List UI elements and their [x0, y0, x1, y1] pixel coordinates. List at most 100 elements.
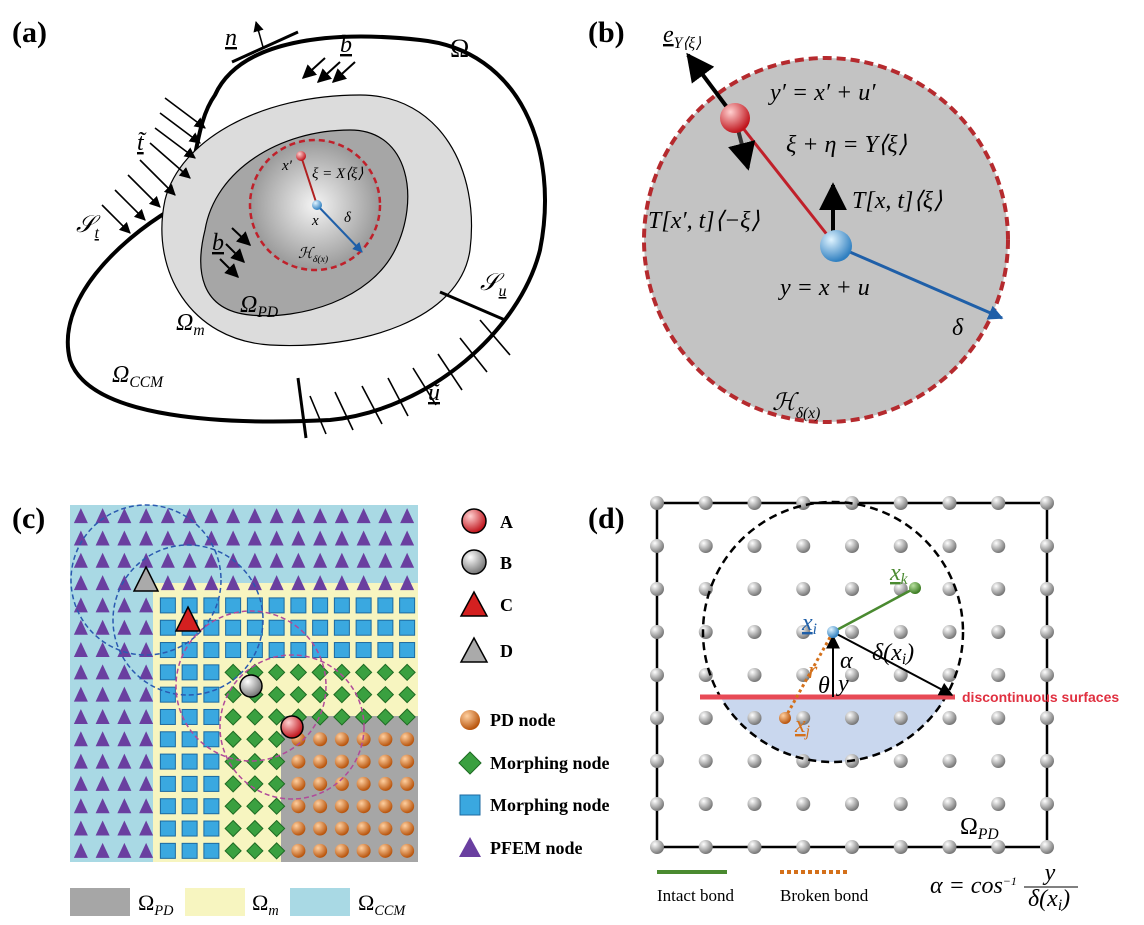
label: δ: [952, 315, 964, 341]
pd-node: [334, 821, 349, 836]
label: r: [808, 658, 818, 684]
morph-diamond: [267, 842, 286, 860]
neighbor: [296, 151, 306, 161]
pfem-node: [269, 575, 284, 591]
morph-square: [377, 619, 394, 636]
pd-node: [698, 711, 713, 725]
marker-c: [174, 605, 202, 632]
pfem-node: [378, 575, 393, 591]
pd-node: [291, 776, 306, 791]
pfem-node: [73, 575, 88, 591]
pfem-node: [139, 708, 154, 724]
pd-node: [1040, 711, 1054, 725]
radius: [316, 204, 363, 253]
pd-node: [845, 711, 859, 725]
legend-marker: [459, 636, 489, 663]
label: b: [212, 230, 224, 256]
pfem-node: [269, 552, 284, 568]
pfem-node: [139, 820, 154, 836]
label: eY⟨ξ⟩: [663, 22, 701, 52]
legend-label: Broken bond: [780, 886, 869, 905]
label: i: [1058, 897, 1062, 914]
pd-node: [356, 799, 371, 814]
pd-node: [356, 843, 371, 858]
label: Y⟨ξ⟩: [674, 35, 702, 52]
pfem-node: [117, 798, 132, 814]
pd-node: [334, 732, 349, 747]
node-k: [909, 582, 921, 594]
pd-node: [845, 797, 859, 811]
label: δ(x: [872, 640, 902, 666]
morph-square: [159, 619, 176, 636]
morph-square: [181, 775, 198, 792]
label: Ω: [176, 310, 193, 336]
tangent: [231, 30, 299, 64]
pd-node: [747, 496, 762, 510]
morph-square: [203, 775, 220, 792]
pfem-node: [182, 508, 197, 524]
legend-marker: [461, 549, 487, 575]
region-swatch: [70, 888, 130, 916]
pfem-node: [356, 575, 371, 591]
morph-diamond: [267, 775, 286, 793]
pfem-node: [95, 686, 110, 702]
horizons: [70, 504, 365, 800]
pd-node: [378, 821, 393, 836]
crack-label: discontinuous surfaces: [962, 689, 1119, 705]
pfem-node: [160, 508, 175, 524]
pd-node: [650, 625, 664, 639]
pfem-node: [291, 530, 306, 546]
pfem-node: [226, 508, 241, 524]
pfem-node: [400, 530, 415, 546]
morph-square: [159, 708, 176, 725]
panel-label: (a): [12, 16, 47, 49]
label: ξ = X⟨ξ⟩: [312, 166, 363, 182]
morph-square: [312, 642, 329, 659]
label: PD: [256, 304, 279, 321]
pfem-node: [73, 731, 88, 747]
morph-square: [268, 642, 285, 659]
morph-square: [159, 753, 176, 770]
label: Ω: [112, 362, 129, 388]
pd-node: [893, 625, 908, 639]
pd-node: [334, 754, 349, 769]
pd-node: [1040, 668, 1054, 682]
pd-node: [1040, 582, 1054, 596]
morph-diamond: [267, 797, 286, 815]
morph-square: [159, 731, 176, 748]
pfem-node: [160, 530, 175, 546]
pd-node: [796, 840, 811, 854]
pfem-node: [73, 753, 88, 769]
pfem-node: [139, 552, 154, 568]
point: [820, 230, 852, 262]
label: ℋ: [298, 246, 315, 262]
pfem-node: [95, 552, 110, 568]
pd-node: [942, 711, 957, 725]
label: ΩCCM: [112, 362, 164, 391]
pd-node: [698, 582, 713, 596]
morph-square: [290, 642, 307, 659]
pfem-node: [117, 731, 132, 747]
legend-label: Intact bond: [657, 886, 734, 905]
pd-node: [991, 496, 1006, 510]
pd-node: [893, 668, 908, 682]
body-force-arrows: [219, 57, 356, 278]
label: α: [840, 648, 853, 674]
morph-square: [159, 664, 176, 681]
pd-node: [796, 582, 811, 596]
pd-node: [378, 776, 393, 791]
pd-node: [400, 843, 415, 858]
legend-label: B: [500, 553, 512, 573]
label: δ(x): [796, 405, 821, 422]
morph-diamond: [224, 775, 242, 793]
pd-node: [378, 754, 393, 769]
pfem-node: [204, 530, 219, 546]
pfem-node: [291, 575, 306, 591]
morph-square: [246, 597, 263, 614]
pfem-node: [117, 775, 132, 791]
label: 𝒮t: [76, 212, 101, 242]
morph-diamond: [224, 730, 242, 748]
pd-node: [1040, 797, 1054, 811]
pfem-node: [204, 508, 219, 524]
pd-node: [991, 754, 1006, 768]
